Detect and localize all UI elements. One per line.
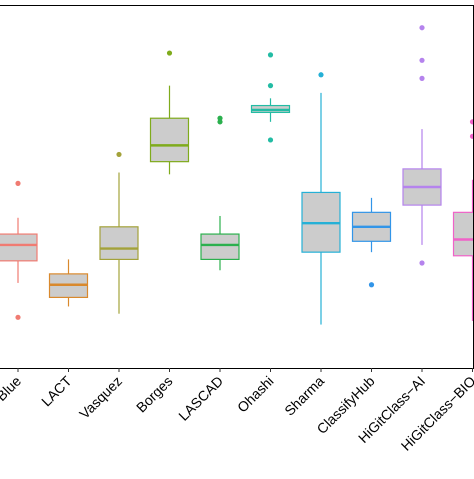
outlier-point — [268, 83, 273, 88]
outlier-point — [116, 152, 121, 157]
iqr-box — [201, 234, 239, 259]
iqr-box — [151, 118, 189, 161]
iqr-box — [0, 234, 37, 261]
outlier-point — [268, 137, 273, 142]
outlier-point — [15, 181, 20, 186]
outlier-point — [419, 260, 424, 265]
outlier-point — [268, 52, 273, 57]
outlier-point — [15, 315, 20, 320]
outlier-point — [369, 282, 374, 287]
outlier-point — [419, 58, 424, 63]
iqr-box — [100, 227, 138, 260]
outlier-point — [419, 25, 424, 30]
outlier-point — [167, 50, 172, 55]
outlier-point — [217, 116, 222, 121]
iqr-box — [454, 212, 474, 255]
outlier-point — [419, 76, 424, 81]
outlier-point — [318, 72, 323, 77]
